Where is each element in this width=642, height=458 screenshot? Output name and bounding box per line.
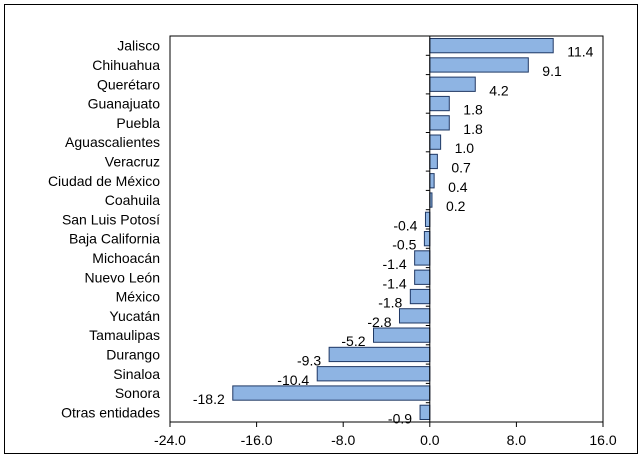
x-tick-label: -16.0	[241, 432, 273, 448]
category-label: México	[116, 289, 161, 305]
value-label: -9.3	[297, 352, 321, 368]
value-label: 9.1	[542, 63, 562, 79]
category-label: Puebla	[116, 115, 160, 131]
value-labels: 11.4 9.1 4.2 1.8 1.8 1.0 0.7 0.4 0.2 -0.4 -0.5 -1.4…	[193, 44, 594, 427]
bar-15	[373, 327, 431, 343]
value-label: 4.2	[489, 82, 509, 98]
value-label: -1.4	[383, 256, 407, 272]
x-tick-label: 16.0	[589, 432, 616, 448]
value-label: -5.2	[341, 333, 365, 349]
bar-19	[419, 404, 431, 420]
value-label: -2.8	[367, 314, 391, 330]
value-label: 1.8	[463, 121, 483, 137]
category-label: San Luis Potosí	[62, 211, 160, 227]
bar-13	[409, 288, 431, 305]
x-tick-label: 0.0	[420, 432, 440, 448]
bar-4	[429, 115, 450, 131]
x-tick-label: -8.0	[331, 432, 355, 448]
bar-1	[429, 57, 529, 73]
x-tick-label: -24.0	[154, 432, 186, 448]
bar-14	[398, 308, 431, 324]
value-label: 1.0	[455, 140, 475, 156]
bar-3	[429, 95, 450, 112]
value-label: 0.4	[448, 179, 468, 195]
category-label: Michoacán	[92, 250, 160, 266]
category-label: Tamaulipas	[89, 327, 160, 343]
bar-11	[414, 250, 431, 266]
value-label: -1.4	[383, 275, 407, 291]
category-label: Veracruz	[105, 153, 160, 169]
category-label: Chihuahua	[92, 57, 160, 73]
bar-6	[429, 153, 438, 170]
value-label: -0.9	[388, 410, 412, 426]
category-label: Ciudad de México	[48, 173, 160, 189]
bar-18	[232, 385, 431, 401]
bar-12	[414, 269, 431, 285]
category-label: Jalisco	[117, 38, 160, 54]
bar-5	[429, 134, 442, 150]
bar-10	[423, 231, 431, 247]
bars-group	[232, 38, 554, 420]
value-label: -1.8	[378, 295, 402, 311]
category-label: Coahuila	[105, 192, 160, 208]
category-labels: Jalisco Chihuahua Querétaro Guanajuato Puebl…	[48, 38, 160, 421]
category-label: Querétaro	[97, 76, 160, 92]
plot-area-border	[169, 35, 604, 423]
category-label: Yucatán	[109, 308, 160, 324]
category-label: Sinaloa	[113, 366, 160, 382]
category-label: Sonora	[115, 385, 160, 401]
bar-0	[429, 38, 554, 54]
axes-group: -24.0 -16.0 -8.0 0.0 8.0 16.0	[154, 35, 617, 448]
category-label: Baja California	[69, 231, 160, 247]
value-label: 11.4	[567, 44, 593, 60]
category-label: Otras entidades	[61, 404, 160, 420]
category-label: Guanajuato	[88, 96, 161, 112]
bar-2	[429, 76, 476, 92]
bar-17	[316, 366, 431, 382]
category-label: Aguascalientes	[65, 134, 160, 150]
value-label: 0.7	[451, 159, 471, 175]
value-label: -0.4	[393, 217, 417, 233]
category-label: Durango	[106, 346, 160, 362]
x-tick-label: 8.0	[507, 432, 527, 448]
bar-9	[424, 211, 431, 227]
value-label: -18.2	[193, 391, 225, 407]
category-label: Nuevo León	[84, 269, 160, 285]
bar-7	[429, 173, 435, 189]
value-label: 1.8	[463, 102, 483, 118]
value-label: -0.5	[392, 237, 416, 253]
bar-16	[328, 346, 431, 363]
value-label: 0.2	[446, 198, 466, 214]
value-label: -10.4	[277, 372, 309, 388]
